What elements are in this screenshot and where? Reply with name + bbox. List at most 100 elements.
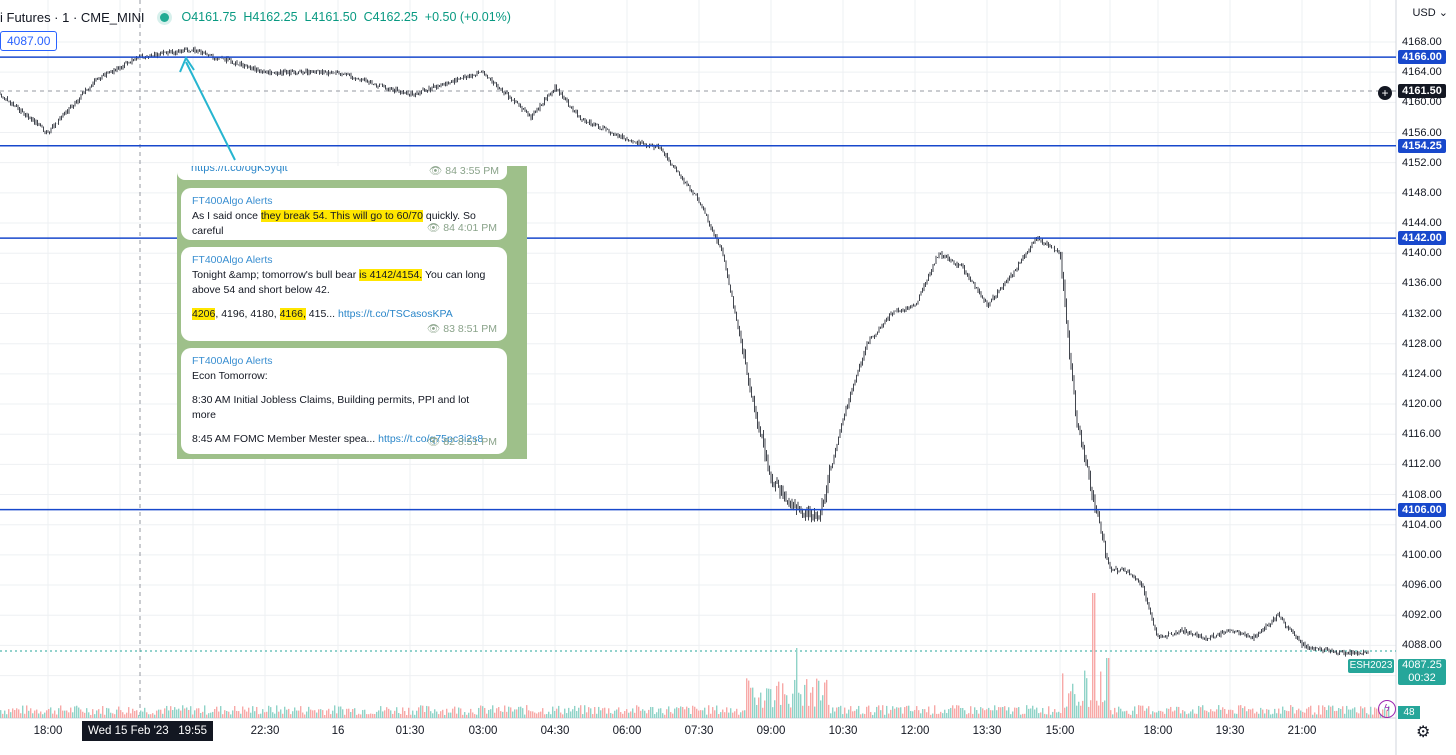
volume-bar — [404, 711, 406, 718]
time-tick-label: 01:30 — [395, 725, 425, 737]
volume-bar — [106, 707, 108, 718]
volume-bar — [542, 708, 544, 718]
message-views-time: 82 8:51 PM — [443, 436, 497, 448]
volume-bar — [314, 710, 316, 718]
volume-bar — [1030, 708, 1032, 718]
volume-bar — [706, 714, 708, 718]
currency-menu[interactable]: USD ⌄ — [1412, 6, 1448, 19]
volume-bar — [1222, 707, 1224, 718]
volume-bar — [1288, 711, 1290, 718]
volume-bar — [210, 712, 212, 718]
volume-bar — [310, 709, 312, 718]
price-tick-label: 4132.00 — [1402, 307, 1442, 320]
price-tick-label: 4156.00 — [1402, 126, 1442, 139]
volume-bar — [428, 706, 430, 718]
volume-bar — [76, 705, 78, 718]
message-link[interactable]: https://t.co/TSCasosKPA — [337, 308, 453, 320]
volume-bar — [926, 712, 928, 718]
volume-bar — [208, 713, 210, 718]
volume-bar — [958, 705, 960, 718]
volume-bar — [444, 714, 446, 718]
volume-bar — [412, 710, 414, 718]
lightning-icon[interactable]: ϟ — [1378, 700, 1396, 718]
volume-bar — [914, 709, 916, 718]
volume-bar — [1256, 711, 1258, 718]
volume-bar — [650, 706, 652, 718]
volume-bar — [248, 707, 250, 718]
message-link[interactable]: https://t.co/q75pc3i2s8 — [378, 433, 484, 445]
volume-bar — [616, 709, 618, 718]
annotation-arrow-line — [185, 61, 236, 161]
volume-bar — [638, 706, 640, 718]
volume-bar — [348, 708, 350, 718]
volume-bar — [724, 712, 726, 718]
volume-bar — [550, 714, 552, 718]
price-label-box[interactable]: 4087.00 — [0, 31, 58, 51]
message-sender[interactable]: FT400Algo Alerts — [192, 355, 273, 367]
volume-bar — [530, 711, 532, 718]
volume-bar — [1058, 711, 1060, 718]
volume-bar — [98, 709, 100, 718]
volume-bar — [784, 694, 786, 718]
volume-bar — [226, 710, 228, 718]
highlighted-text: 4166, — [279, 308, 306, 320]
volume-bar — [746, 678, 748, 718]
volume-bar — [130, 713, 132, 718]
volume-bar — [1266, 709, 1268, 718]
volume-bar — [12, 708, 14, 718]
volume-bar — [268, 705, 270, 718]
volume-bar — [870, 712, 872, 718]
volume-bar — [260, 713, 262, 718]
volume-bar — [498, 707, 500, 718]
volume-bar — [928, 706, 930, 718]
volume-bar — [834, 711, 836, 718]
volume-bar — [52, 713, 54, 718]
volume-bar — [1126, 710, 1128, 718]
volume-bar — [522, 708, 524, 718]
volume-bar — [572, 709, 574, 718]
volume-bar — [212, 711, 214, 718]
volume-bar — [1254, 713, 1256, 718]
volume-bar — [610, 712, 612, 718]
volume-bar — [762, 707, 764, 718]
add-alert-icon[interactable]: + — [1378, 86, 1392, 100]
volume-bar — [1114, 707, 1116, 718]
volume-bar — [886, 705, 888, 718]
volume-bar — [782, 683, 784, 718]
symbol-title[interactable]: i Futures · 1 · CME_MINI — [0, 9, 145, 25]
volume-bar — [96, 710, 98, 718]
volume-bar — [64, 710, 66, 718]
volume-bar — [968, 713, 970, 718]
volume-bar — [1004, 706, 1006, 718]
volume-bar — [1282, 706, 1284, 718]
volume-bar — [992, 710, 994, 718]
volume-bar — [624, 711, 626, 718]
message-text: 8:45 AM FOMC Member Mester spea... — [192, 433, 379, 445]
volume-bar — [570, 711, 572, 718]
volume-bar — [1000, 707, 1002, 718]
volume-bar — [128, 707, 130, 718]
message-sender[interactable]: FT400Algo Alerts — [192, 195, 273, 207]
volume-bar — [1330, 706, 1332, 718]
symbol-price-tag: ESH2023 — [1348, 659, 1394, 673]
volume-bar — [618, 707, 620, 718]
volume-bar — [566, 713, 568, 718]
gear-icon[interactable]: ⚙ — [1416, 724, 1431, 741]
time-tick-label: 22:30 — [250, 725, 280, 737]
volume-bar — [86, 708, 88, 718]
volume-bar — [46, 710, 48, 718]
volume-bar — [852, 711, 854, 718]
volume-bar — [472, 712, 474, 718]
volume-bar — [1060, 713, 1062, 718]
volume-bar — [32, 713, 34, 718]
volume-bar — [482, 706, 484, 718]
previous-message-link[interactable]: https://t.co/ogK5yqit — [191, 166, 288, 174]
volume-bar — [434, 709, 436, 718]
volume-bar — [56, 714, 58, 718]
volume-bar — [772, 707, 774, 718]
volume-bar — [368, 714, 370, 718]
volume-bar — [384, 710, 386, 718]
volume-bar — [66, 710, 68, 718]
volume-bar — [230, 714, 232, 718]
message-sender[interactable]: FT400Algo Alerts — [192, 254, 273, 266]
